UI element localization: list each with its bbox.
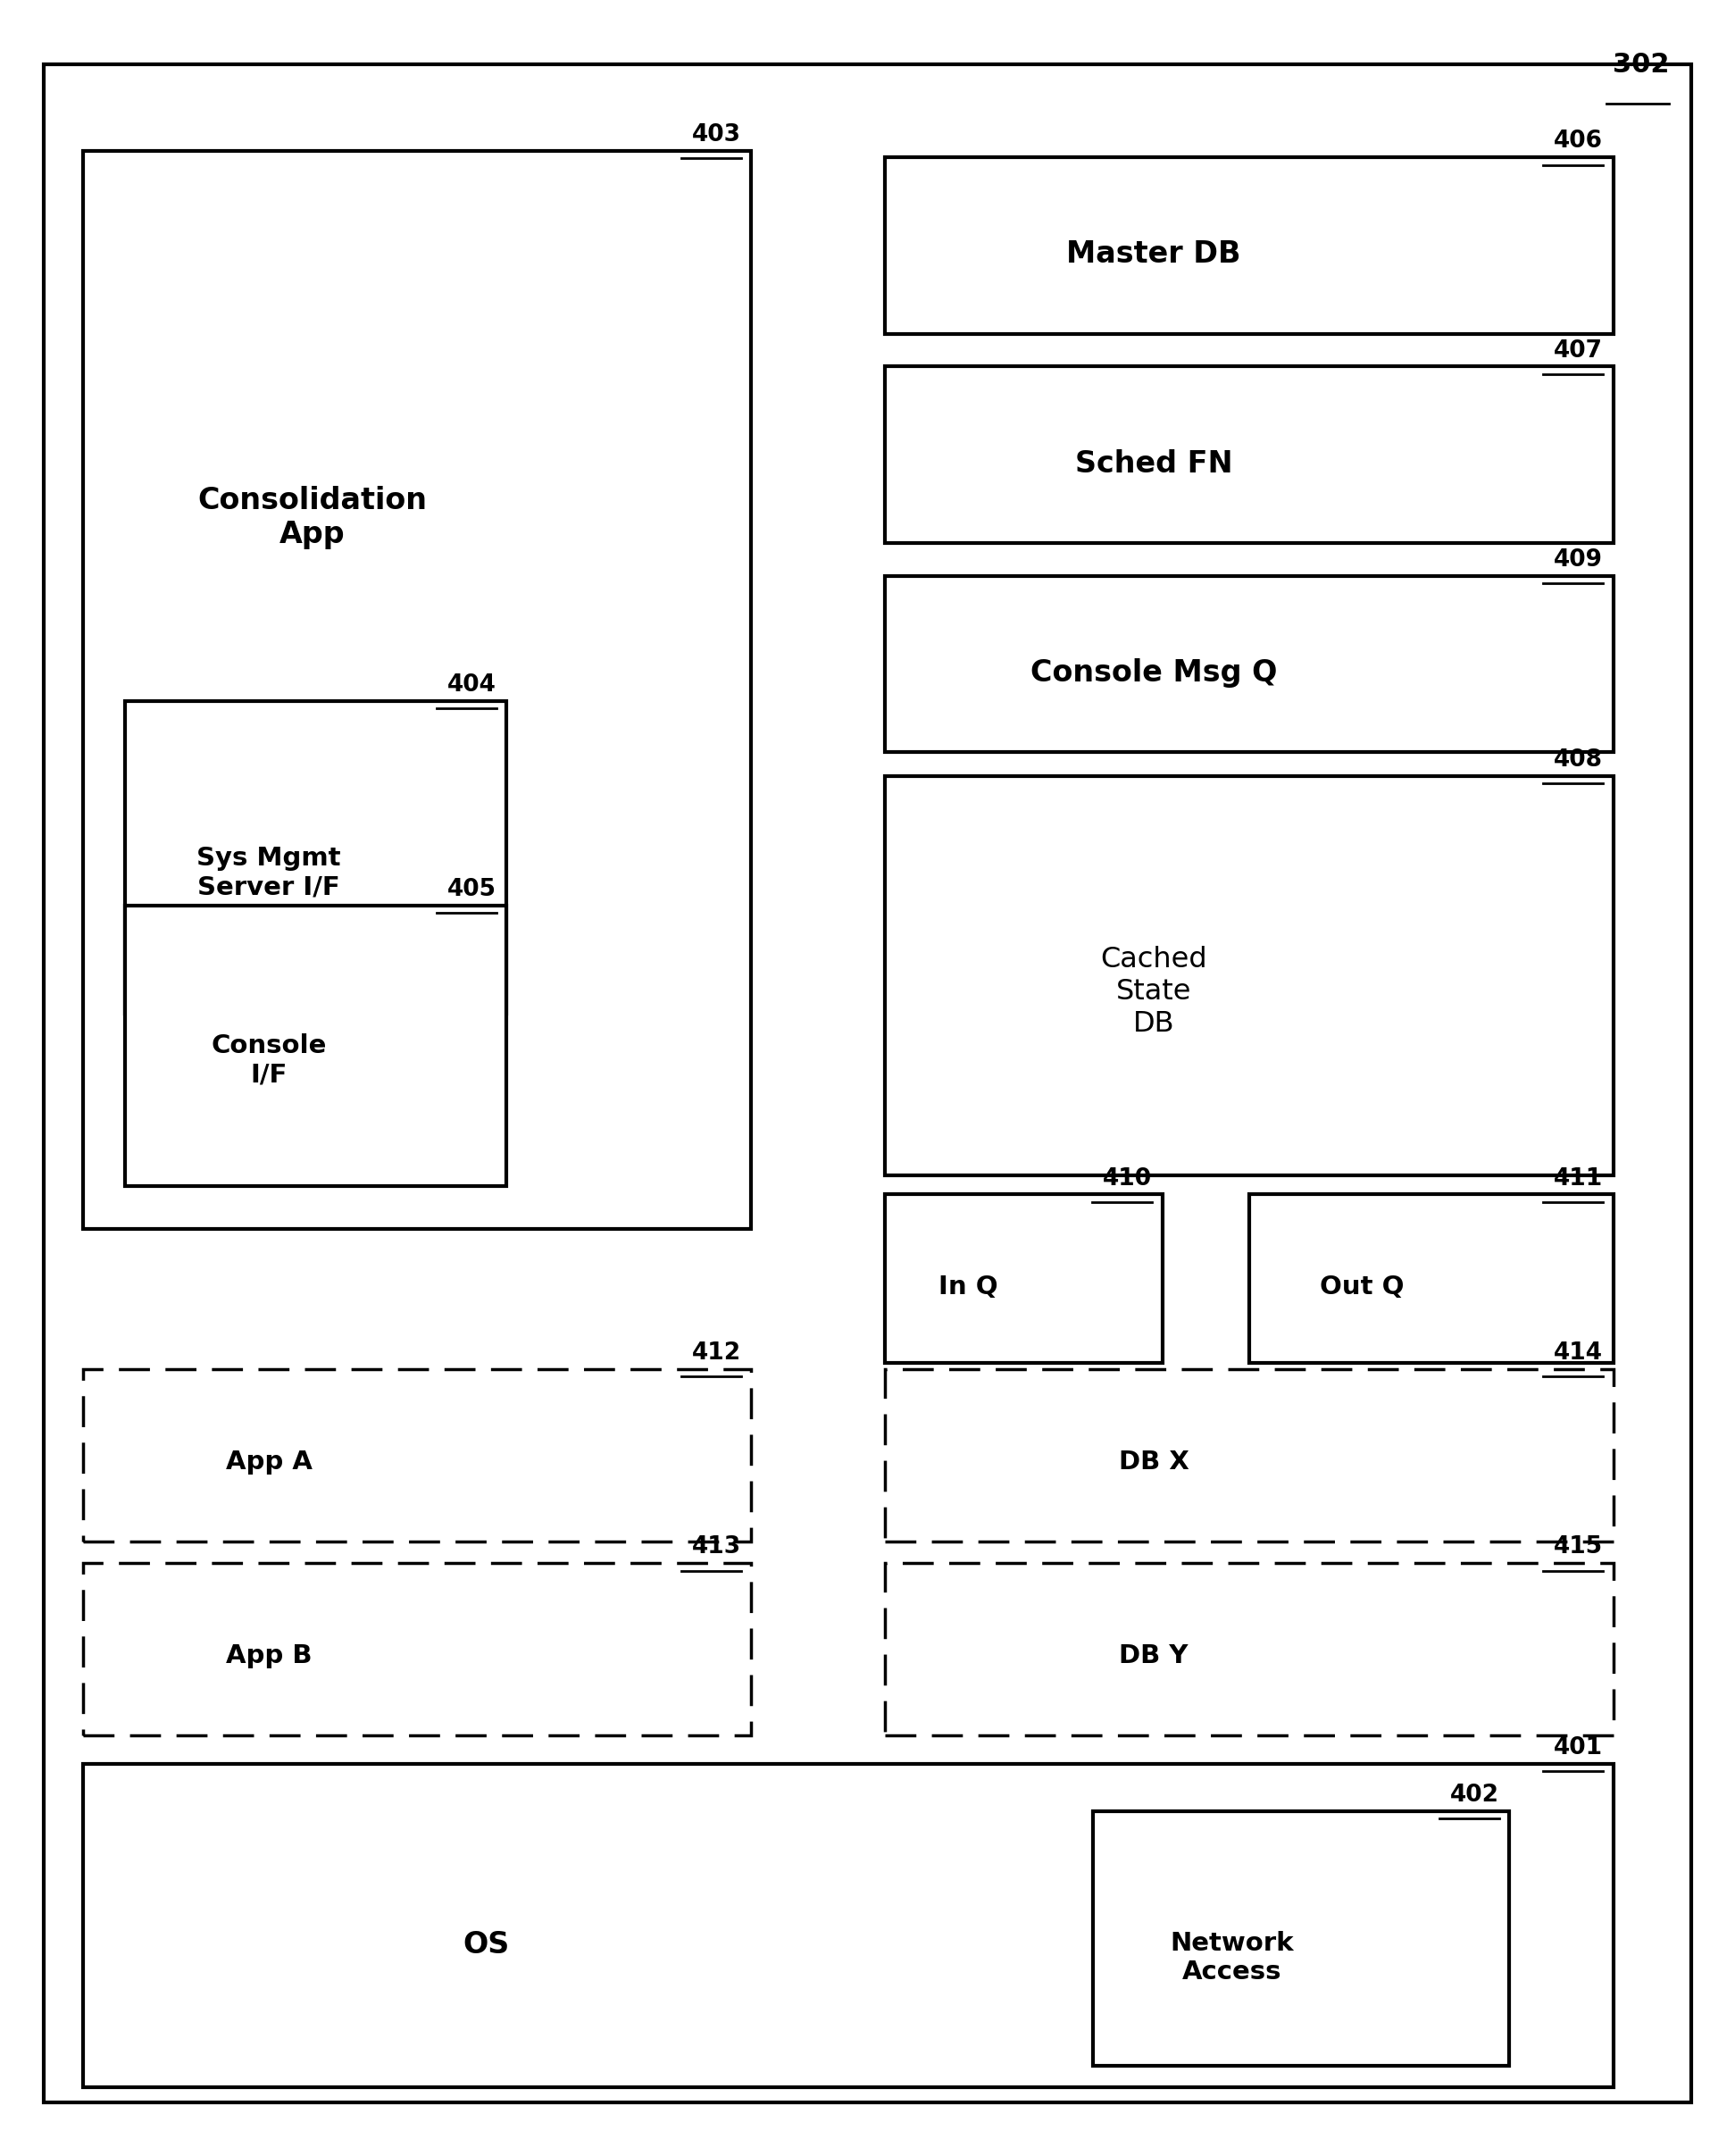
Bar xyxy=(885,576,1614,752)
Text: In Q: In Q xyxy=(939,1274,998,1300)
Bar xyxy=(885,367,1614,543)
Text: Sched FN: Sched FN xyxy=(1076,448,1232,479)
Text: 413: 413 xyxy=(692,1535,741,1559)
Text: 407: 407 xyxy=(1555,338,1603,362)
Text: App A: App A xyxy=(226,1449,312,1475)
Text: 411: 411 xyxy=(1555,1166,1603,1190)
Bar xyxy=(885,776,1614,1175)
Text: 414: 414 xyxy=(1555,1341,1603,1365)
Text: 409: 409 xyxy=(1555,548,1603,571)
Text: DB Y: DB Y xyxy=(1119,1643,1188,1669)
Bar xyxy=(885,157,1614,334)
Text: 406: 406 xyxy=(1555,129,1603,153)
Text: Consolidation
App: Consolidation App xyxy=(198,485,427,550)
Bar xyxy=(83,1369,751,1542)
Text: OS: OS xyxy=(463,1930,508,1960)
Text: Out Q: Out Q xyxy=(1320,1274,1404,1300)
Bar xyxy=(885,1563,1614,1736)
Text: Cached
State
DB: Cached State DB xyxy=(1100,946,1208,1037)
Text: Sys Mgmt
Server I/F: Sys Mgmt Server I/F xyxy=(196,845,342,901)
Bar xyxy=(885,1194,1162,1363)
Text: 404: 404 xyxy=(448,673,496,696)
Text: 402: 402 xyxy=(1450,1783,1499,1807)
Text: 412: 412 xyxy=(692,1341,741,1365)
Text: 405: 405 xyxy=(448,877,496,901)
Bar xyxy=(125,701,507,1013)
Text: 302: 302 xyxy=(1612,52,1669,78)
Text: 403: 403 xyxy=(692,123,741,147)
Text: 408: 408 xyxy=(1555,748,1603,772)
Text: App B: App B xyxy=(226,1643,312,1669)
Text: Console
I/F: Console I/F xyxy=(212,1033,326,1089)
Bar xyxy=(1249,1194,1614,1363)
Text: Master DB: Master DB xyxy=(1067,239,1241,270)
Bar xyxy=(125,906,507,1186)
Bar xyxy=(83,1764,1614,2087)
Bar xyxy=(83,151,751,1229)
Text: 410: 410 xyxy=(1103,1166,1152,1190)
Text: 415: 415 xyxy=(1555,1535,1603,1559)
Text: 401: 401 xyxy=(1555,1736,1603,1759)
Text: Network
Access: Network Access xyxy=(1169,1930,1294,1986)
Bar xyxy=(1093,1811,1509,2065)
Text: DB X: DB X xyxy=(1119,1449,1188,1475)
Text: Console Msg Q: Console Msg Q xyxy=(1031,658,1277,688)
Bar xyxy=(83,1563,751,1736)
Bar xyxy=(885,1369,1614,1542)
